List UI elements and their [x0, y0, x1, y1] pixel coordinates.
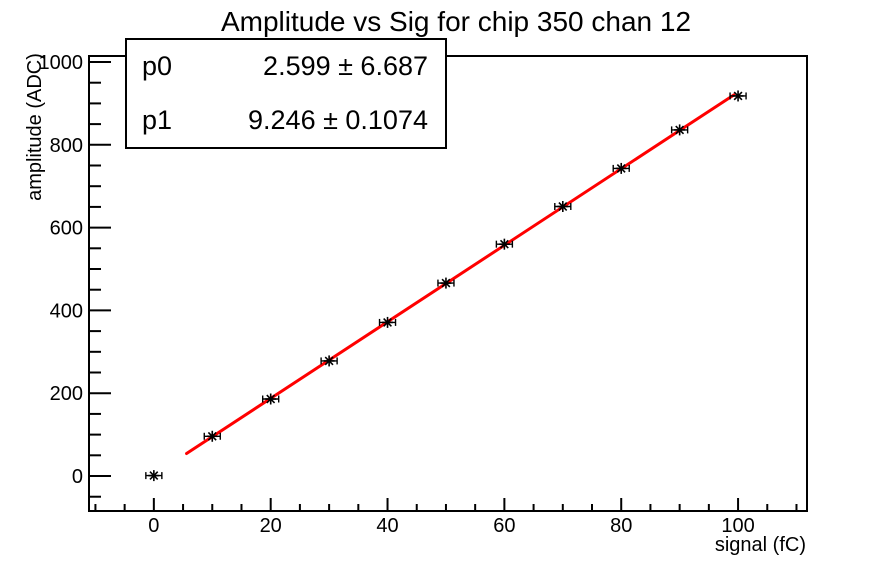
- asterisk-marker: [149, 471, 159, 481]
- asterisk-marker: [675, 125, 685, 135]
- x-tick-label: 100: [721, 515, 754, 537]
- asterisk-marker: [383, 317, 392, 327]
- asterisk-marker: [558, 202, 568, 211]
- chart-title: Amplitude vs Sig for chip 350 chan 12: [220, 6, 692, 37]
- param-p1-value: 9.246 ± 0.1074: [248, 104, 428, 135]
- x-tick-label: 60: [493, 515, 515, 537]
- y-axis-ticks: 0 200 400 600 800 1000: [39, 52, 111, 498]
- data-point: [203, 430, 221, 442]
- asterisk-marker: [733, 91, 743, 101]
- data-point: [670, 124, 689, 136]
- data-point: [145, 470, 163, 482]
- x-axis-ticks: 0 20 40 60 80 100: [94, 498, 798, 537]
- x-axis-title: signal (fC): [714, 534, 806, 556]
- y-tick-label: 200: [50, 383, 83, 405]
- x-tick-label: 0: [148, 515, 159, 537]
- asterisk-marker: [324, 356, 334, 366]
- y-tick-label: 600: [50, 218, 83, 240]
- data-point: [261, 393, 280, 405]
- stats-row-p1: p1 9.246 ± 0.1074: [127, 94, 445, 148]
- param-p1-name: p1: [142, 104, 173, 135]
- asterisk-marker: [207, 431, 217, 441]
- data-point: [495, 238, 514, 250]
- asterisk-marker: [616, 163, 626, 173]
- asterisk-marker: [499, 239, 509, 249]
- y-tick-label: 800: [50, 135, 83, 157]
- param-p0-value: 2.599 ± 6.687: [263, 51, 428, 82]
- param-p0-name: p0: [142, 51, 173, 82]
- data-point: [729, 90, 747, 102]
- y-tick-label: 1000: [39, 52, 84, 74]
- asterisk-marker: [266, 394, 276, 404]
- x-tick-label: 20: [260, 515, 282, 537]
- data-point: [554, 200, 572, 212]
- x-tick-label: 80: [610, 515, 632, 537]
- fit-line: [185, 93, 736, 456]
- y-tick-label: 0: [72, 466, 83, 488]
- y-tick-label: 400: [50, 300, 83, 322]
- fit-stats-box: p0 2.599 ± 6.687 p1 9.246 ± 0.1074: [125, 38, 447, 149]
- data-point: [612, 162, 630, 174]
- data-point: [437, 277, 455, 289]
- x-tick-label: 40: [376, 515, 398, 537]
- stats-row-p0: p0 2.599 ± 6.687: [127, 40, 445, 94]
- data-point: [378, 316, 397, 328]
- plot-frame: [88, 55, 808, 512]
- asterisk-marker: [441, 278, 451, 288]
- data-point: [320, 355, 338, 367]
